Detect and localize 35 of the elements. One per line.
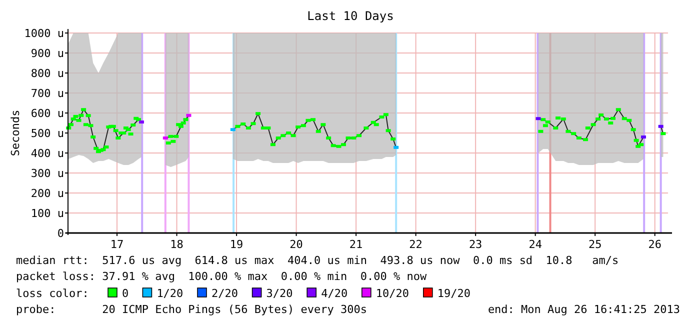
y-tick-label: 400 u xyxy=(30,147,64,160)
legend-label: 3/20 xyxy=(266,287,293,300)
y-tick-label: 0 xyxy=(57,227,64,240)
text: packet loss: 37.91 % avg 100.00 % max 0.00 % min 0.00 % now xyxy=(16,270,427,283)
legend-label: 2/20 xyxy=(212,287,238,300)
text: end: Mon Aug 26 16:41:25 2013 xyxy=(488,303,680,316)
x-tick-label: 25 xyxy=(588,238,602,251)
x-tick-label: 18 xyxy=(170,238,184,251)
legend-label: 1/20 xyxy=(156,287,184,300)
x-tick-label: 22 xyxy=(409,238,422,251)
legend-label: 4/20 xyxy=(321,287,348,300)
x-tick-label: 26 xyxy=(648,238,662,251)
y-tick-label: 900 u xyxy=(30,47,64,60)
legend-label: 10/20 xyxy=(376,287,410,300)
y-tick-label: 500 u xyxy=(30,127,64,140)
legend-title: loss color: xyxy=(16,287,89,300)
x-tick-label: 17 xyxy=(110,238,124,251)
chart-title: Last 10 Days xyxy=(307,9,394,23)
y-tick-label: 200 u xyxy=(30,187,64,200)
y-tick-label: 600 u xyxy=(30,107,64,120)
y-tick-label: 100 u xyxy=(30,207,64,220)
x-tick-label: 20 xyxy=(290,238,303,251)
x-tick-label: 21 xyxy=(349,238,363,251)
y-tick-label: 300 u xyxy=(30,167,64,180)
legend-label: 0 xyxy=(122,287,129,300)
y-tick-label: 800 u xyxy=(30,67,64,80)
y-axis-title: Seconds xyxy=(9,110,22,156)
x-tick-label: 23 xyxy=(468,238,482,251)
y-tick-label: 1000 u xyxy=(24,27,64,40)
x-tick-label: 19 xyxy=(230,238,244,251)
x-tick-label: 24 xyxy=(528,238,542,251)
text: median rtt: 517.6 us avg 614.8 us max 404.0 us min 493.8 us now 0.0 ms sd 10.8 am/s xyxy=(16,254,619,267)
legend-label: 19/20 xyxy=(437,287,471,300)
text: probe: 20 ICMP Echo Pings (56 Bytes) every 300s xyxy=(16,303,367,316)
y-tick-label: 700 u xyxy=(30,87,64,100)
